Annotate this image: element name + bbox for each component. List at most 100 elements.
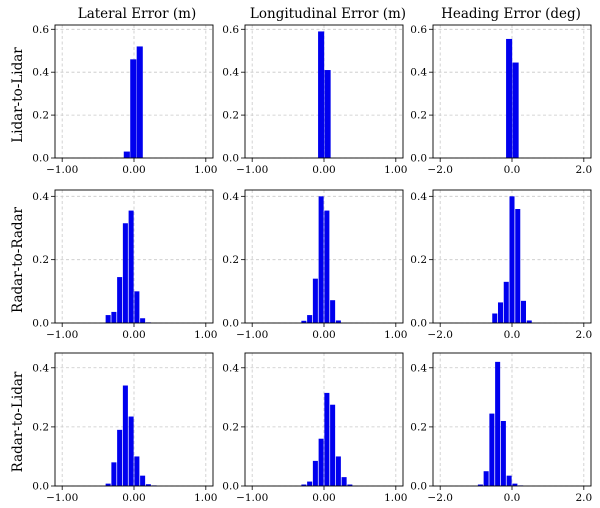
histogram-bar — [503, 281, 509, 323]
histogram-bar — [526, 320, 532, 323]
histogram-bar — [318, 196, 324, 323]
histogram-bar — [117, 277, 123, 323]
histogram-bar — [515, 209, 521, 323]
histogram-bar — [324, 392, 330, 486]
histogram-bar — [335, 456, 341, 486]
y-tick-label: 0.4 — [32, 362, 49, 374]
x-tick-label: −1.00 — [46, 329, 78, 341]
x-tick-label: 1.00 — [384, 492, 407, 504]
x-tick-label: 2.0 — [575, 329, 592, 341]
histogram-bar — [307, 481, 313, 486]
histogram-bar — [492, 313, 498, 323]
histogram-bar — [134, 456, 140, 486]
x-tick-label: 2.0 — [575, 164, 592, 176]
panel-radar-to-radar-heading: −2.0 0.0 2.00.00.20.4 — [410, 189, 592, 341]
y-tick-label: 0.4 — [410, 67, 427, 79]
y-tick-label: 0.6 — [222, 24, 239, 36]
x-tick-label: −1.00 — [236, 329, 268, 341]
histogram-bar — [130, 59, 137, 158]
y-tick-label: 0.4 — [222, 67, 239, 79]
x-tick-label: 2.0 — [575, 492, 592, 504]
y-tick-label: 0.4 — [32, 67, 49, 79]
y-tick-label: 0.4 — [410, 362, 427, 374]
y-tick-label: 0.4 — [222, 362, 239, 374]
histogram-bar — [347, 484, 353, 486]
x-tick-label: 0.00 — [122, 492, 145, 504]
histogram-bar — [497, 302, 504, 323]
histogram-bar — [307, 315, 313, 323]
y-tick-label: 0.6 — [32, 24, 49, 36]
histogram-bar — [500, 420, 506, 486]
histogram-bar — [128, 416, 134, 486]
histogram-bar — [512, 62, 519, 158]
y-tick-label: 0.2 — [32, 421, 49, 433]
panel-radar-to-lidar-lateral: −1.00 0.00 1.00 0.0 0.2 0.4 — [32, 352, 218, 504]
figure-titles: Lateral Error (m) Longitudinal Error (m)… — [10, 6, 581, 472]
histogram-bar — [122, 223, 128, 323]
x-tick-label: 1.00 — [384, 329, 407, 341]
histogram-bar — [145, 484, 151, 486]
x-tick-label: 1.00 — [194, 492, 217, 504]
histogram-bar — [509, 196, 515, 323]
histogram-bar — [330, 404, 336, 486]
histogram-bar — [301, 484, 307, 486]
y-tick-label: 0.0 — [222, 318, 239, 330]
histogram-bar — [318, 438, 324, 486]
histogram-bar — [341, 477, 347, 486]
histogram-bar — [506, 475, 512, 486]
y-tick-label: 0.2 — [222, 421, 239, 433]
histogram-bar — [140, 475, 146, 486]
y-tick-label: 0.2 — [32, 110, 49, 122]
x-tick-label: −2.0 — [427, 329, 453, 341]
histogram-bar — [324, 70, 331, 158]
y-tick-label: 0.2 — [222, 110, 239, 122]
x-tick-label: 0.00 — [312, 164, 335, 176]
histogram-bar — [123, 151, 130, 158]
x-tick-label: 1.00 — [194, 329, 217, 341]
histogram-bar — [105, 315, 111, 323]
panel-lidar-to-lidar-longitudinal: −1.00 0.00 1.00 0.0 0.2 0.4 0.6 — [222, 24, 407, 176]
x-tick-label: 0.0 — [504, 329, 521, 341]
y-tick-label: 0.0 — [32, 318, 49, 330]
y-tick-label: 0.2 — [410, 110, 427, 122]
x-tick-label: −1.00 — [46, 492, 78, 504]
x-tick-label: 0.0 — [504, 492, 521, 504]
histogram-bar — [312, 460, 318, 486]
x-tick-label: −1.00 — [46, 164, 78, 176]
histogram-bar — [489, 413, 495, 486]
histogram-bar — [136, 46, 143, 158]
x-tick-label: 0.00 — [312, 329, 335, 341]
histogram-bar — [117, 429, 123, 486]
histogram-bar — [330, 300, 336, 323]
y-tick-label: 0.0 — [410, 153, 427, 165]
histogram-panels: −1.00 0.00 1.000.00.20.40.6−1.00 0.00 1.000.… — [32, 24, 592, 504]
column-title-heading: Heading Error (deg) — [441, 6, 581, 22]
panel-radar-to-radar-lateral: −1.00 0.00 1.00 0.0 0.2 0.4 — [32, 189, 218, 341]
y-tick-label: 0.4 — [222, 191, 239, 203]
panel-lidar-to-lidar-heading: −2.0 0.0 2.00.00.20.40.6 — [410, 24, 592, 176]
histogram-bar — [318, 31, 325, 158]
histogram-bar — [477, 484, 483, 486]
x-tick-label: 0.00 — [122, 329, 145, 341]
x-tick-label: 1.00 — [384, 164, 407, 176]
row-title-radar-to-lidar: Radar-to-Lidar — [10, 371, 26, 472]
histogram-bar — [324, 210, 330, 323]
x-tick-label: 0.00 — [312, 492, 335, 504]
histogram-bar — [140, 318, 146, 323]
y-tick-label: 0.2 — [32, 254, 49, 266]
row-title-lidar-to-lidar: Lidar-to-Lidar — [10, 47, 26, 143]
x-tick-label: −1.00 — [236, 164, 268, 176]
y-tick-label: 0.0 — [410, 318, 427, 330]
y-tick-label: 0.2 — [222, 254, 239, 266]
y-tick-label: 0.0 — [222, 153, 239, 165]
histogram-bar — [483, 471, 489, 486]
panel-radar-to-lidar-heading: −2.0 0.0 2.00.00.20.4 — [410, 352, 592, 504]
x-tick-label: −1.00 — [236, 492, 268, 504]
column-title-longitudinal: Longitudinal Error (m) — [250, 6, 406, 22]
y-tick-label: 0.4 — [410, 191, 427, 203]
panel-lidar-to-lidar-lateral: −1.00 0.00 1.00 0.0 0.2 0.4 0.6 — [32, 24, 217, 176]
x-tick-label: −2.0 — [427, 164, 453, 176]
histogram-bar — [335, 320, 341, 323]
y-tick-label: 0.0 — [32, 153, 49, 165]
histogram-bar — [111, 462, 117, 486]
